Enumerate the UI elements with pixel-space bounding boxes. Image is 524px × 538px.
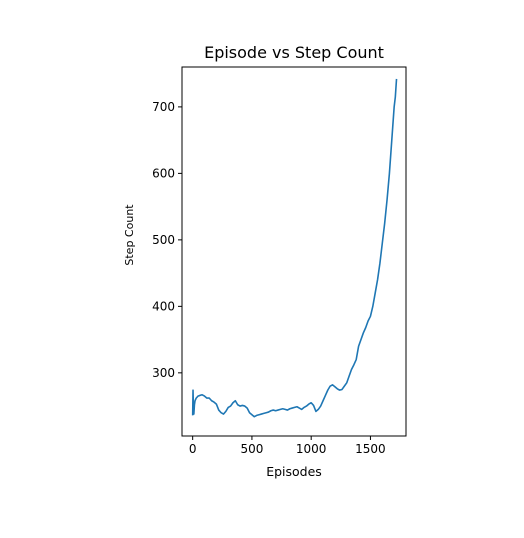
plot-frame [181, 66, 407, 437]
y-tick-label: 500 [152, 233, 175, 247]
y-axis-label: Step Count [123, 204, 136, 266]
x-tick-label: 1000 [296, 442, 327, 456]
x-axis-ticks: 0 500 1000 1500 [189, 436, 386, 456]
y-tick-label: 700 [152, 100, 175, 114]
y-tick-label: 400 [152, 299, 175, 313]
x-tick-label: 500 [240, 442, 263, 456]
chart-title: Episode vs Step Count [204, 43, 384, 62]
plot-layer [191, 78, 398, 418]
x-axis-label: Episodes [266, 464, 322, 479]
x-tick-label: 1500 [355, 442, 386, 456]
series-line-0 [191, 78, 398, 418]
y-tick-label: 300 [152, 366, 175, 380]
x-tick-label: 0 [189, 442, 197, 456]
y-axis-ticks: 300 400 500 600 700 [152, 100, 182, 380]
y-tick-label: 600 [152, 166, 175, 180]
